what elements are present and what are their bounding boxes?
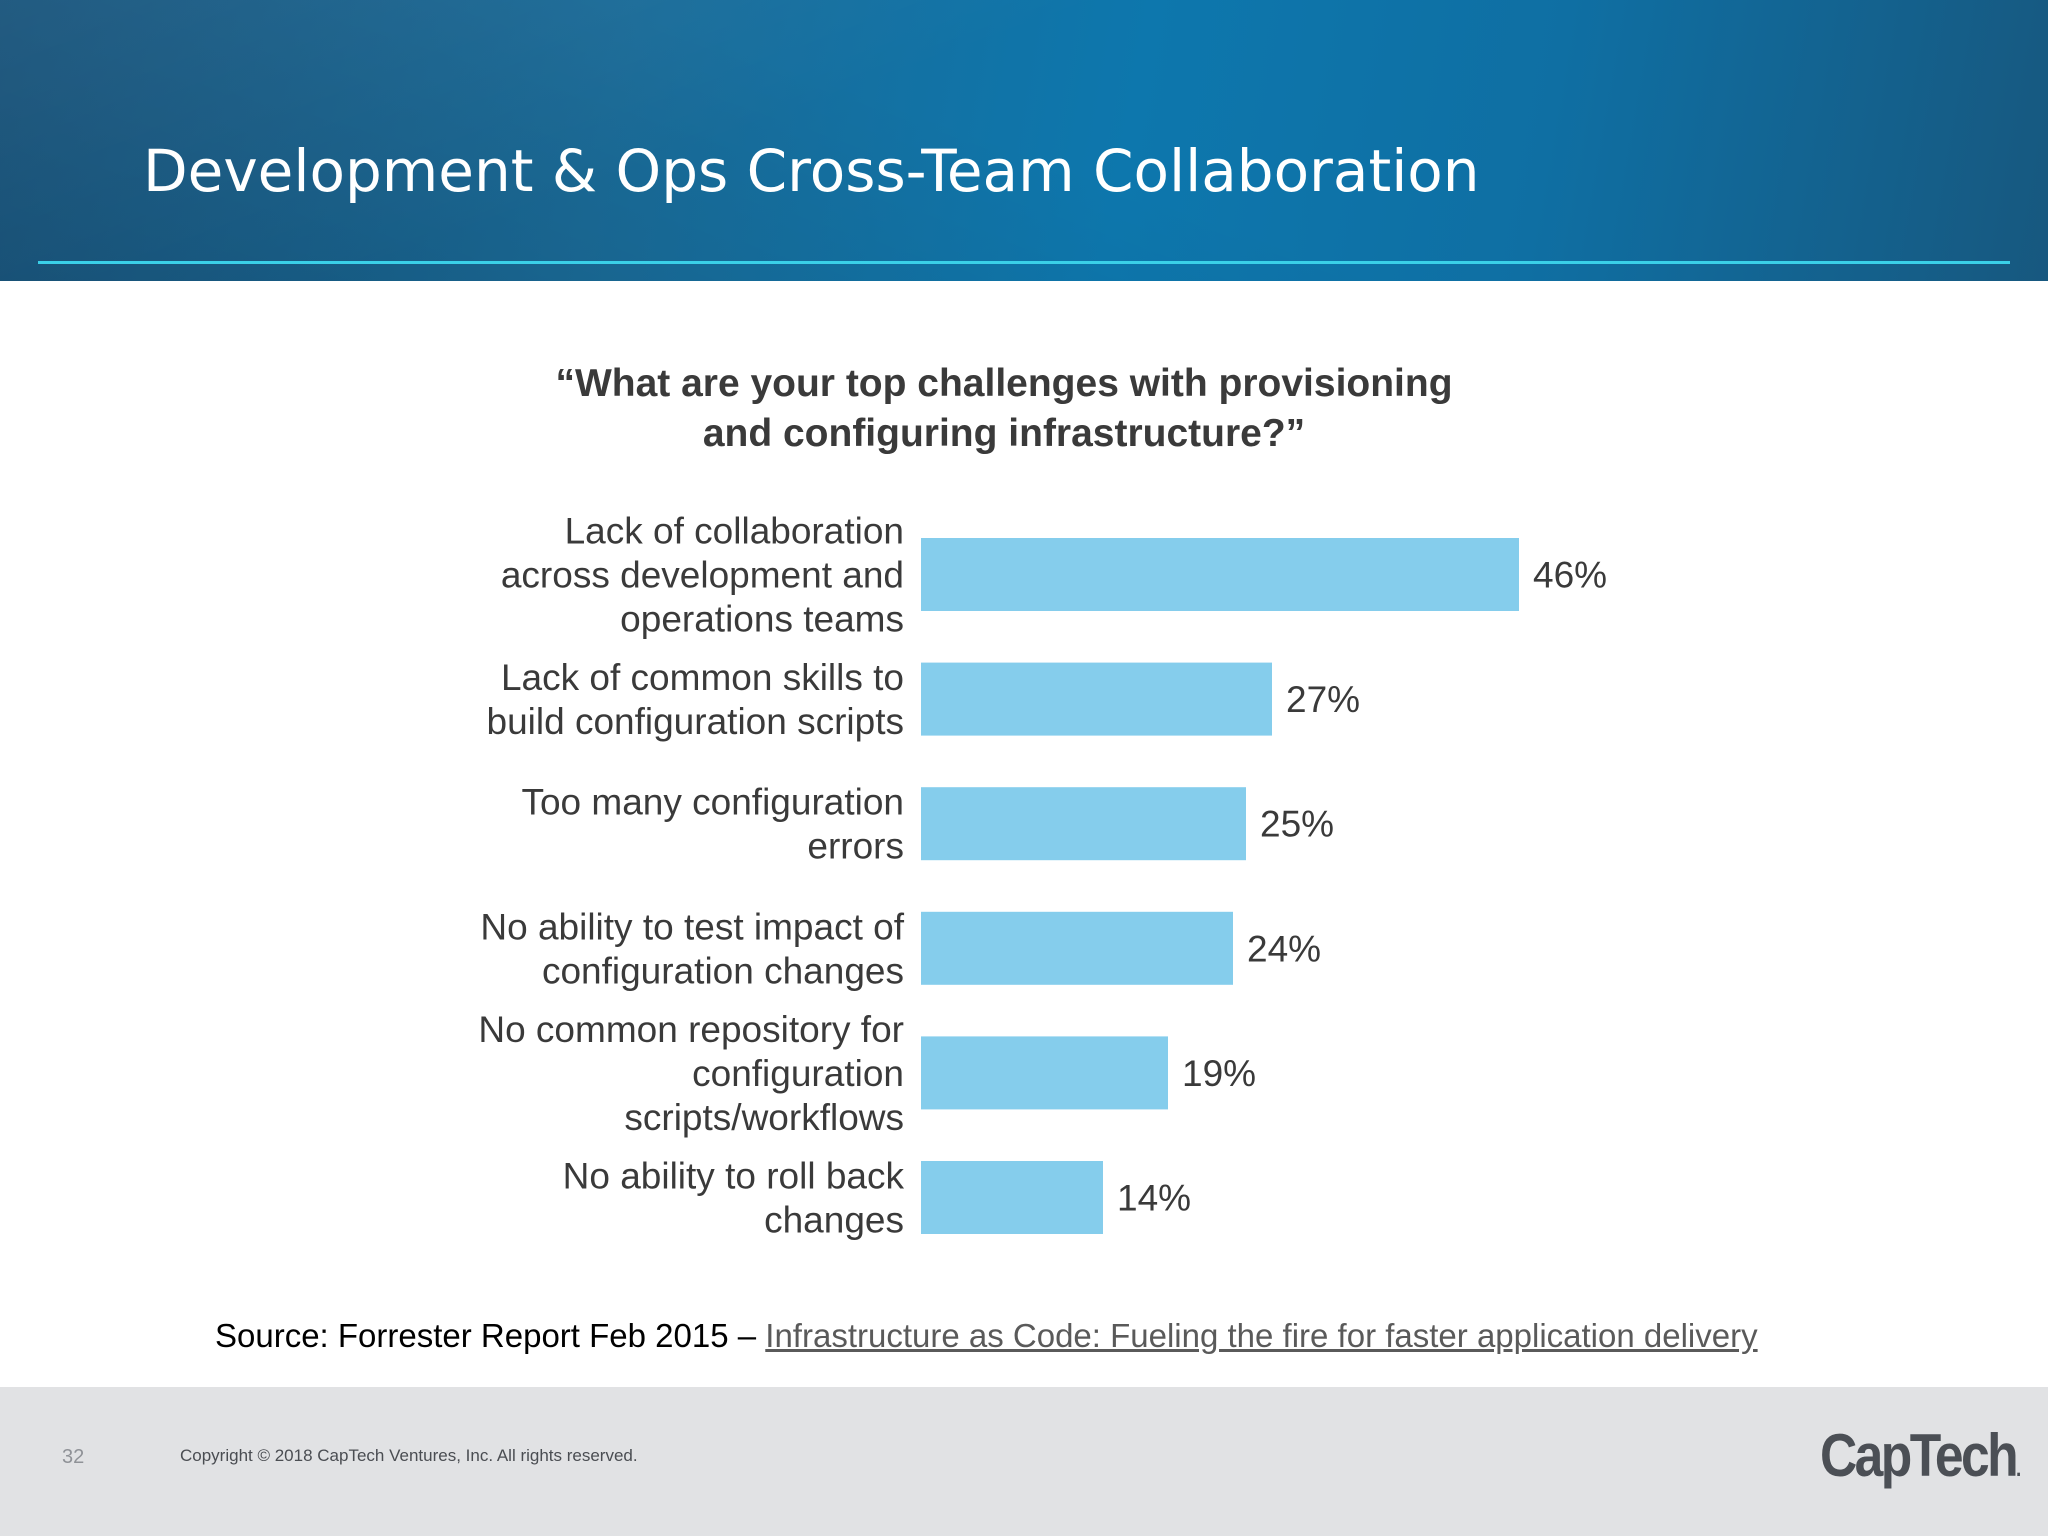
category-label: Lack of common skills to <box>501 657 904 698</box>
bars <box>921 538 1519 1234</box>
chart-title-line: and configuring infrastructure?” <box>703 412 1305 455</box>
category-label: No ability to roll back <box>563 1156 905 1197</box>
category-label: build configuration scripts <box>487 701 905 742</box>
source-prefix: Source: Forrester Report Feb 2015 – <box>215 1317 766 1354</box>
category-label: No common repository for <box>478 1009 904 1050</box>
category-label: configuration <box>692 1053 904 1094</box>
value-label: 46% <box>1533 555 1607 596</box>
value-label: 27% <box>1286 679 1360 720</box>
category-label: configuration changes <box>542 950 904 991</box>
category-label: operations teams <box>620 599 904 640</box>
bar <box>921 911 1233 985</box>
source-link[interactable]: Infrastructure as Code: Fueling the fire… <box>765 1317 1758 1354</box>
copyright-text: Copyright © 2018 CapTech Ventures, Inc. … <box>180 1446 638 1465</box>
bar <box>921 787 1246 861</box>
captech-logo: CapTech. <box>1820 1421 2021 1490</box>
bar <box>921 1036 1168 1110</box>
footer-bar: 32 Copyright © 2018 CapTech Ventures, In… <box>0 1387 2048 1536</box>
value-label: 25% <box>1260 804 1334 845</box>
value-label: 24% <box>1247 928 1321 969</box>
chart-title: “What are your top challenges with provi… <box>555 362 1452 455</box>
logo-text: CapTech <box>1820 1422 2019 1489</box>
slide-title: Development & Ops Cross-Team Collaborati… <box>143 137 1480 205</box>
category-label: Lack of collaboration <box>565 511 904 552</box>
bar <box>921 1161 1103 1234</box>
category-label: changes <box>764 1200 904 1241</box>
bar <box>921 538 1519 611</box>
category-label: No ability to test impact of <box>480 906 904 947</box>
bar-chart: “What are your top challenges with provi… <box>478 362 1607 1241</box>
banner-texture <box>0 0 2048 281</box>
chart-title-line: “What are your top challenges with provi… <box>555 362 1452 405</box>
value-label: 19% <box>1182 1053 1256 1094</box>
source-citation: Source: Forrester Report Feb 2015 – Infr… <box>215 1314 1758 1358</box>
bar <box>921 662 1272 736</box>
title-underline <box>38 261 2010 264</box>
value-labels: 46% 27% 25% 24% 19% 14% <box>1117 555 1607 1219</box>
category-label: errors <box>807 826 904 867</box>
value-label: 14% <box>1117 1178 1191 1219</box>
logo-dot: . <box>2016 1456 2022 1481</box>
category-label: scripts/workflows <box>624 1097 904 1138</box>
category-label: across development and <box>501 555 904 596</box>
page-number: 32 <box>62 1446 85 1468</box>
category-label: Too many configuration <box>521 782 904 823</box>
title-banner: Development & Ops Cross-Team Collaborati… <box>0 0 2048 281</box>
